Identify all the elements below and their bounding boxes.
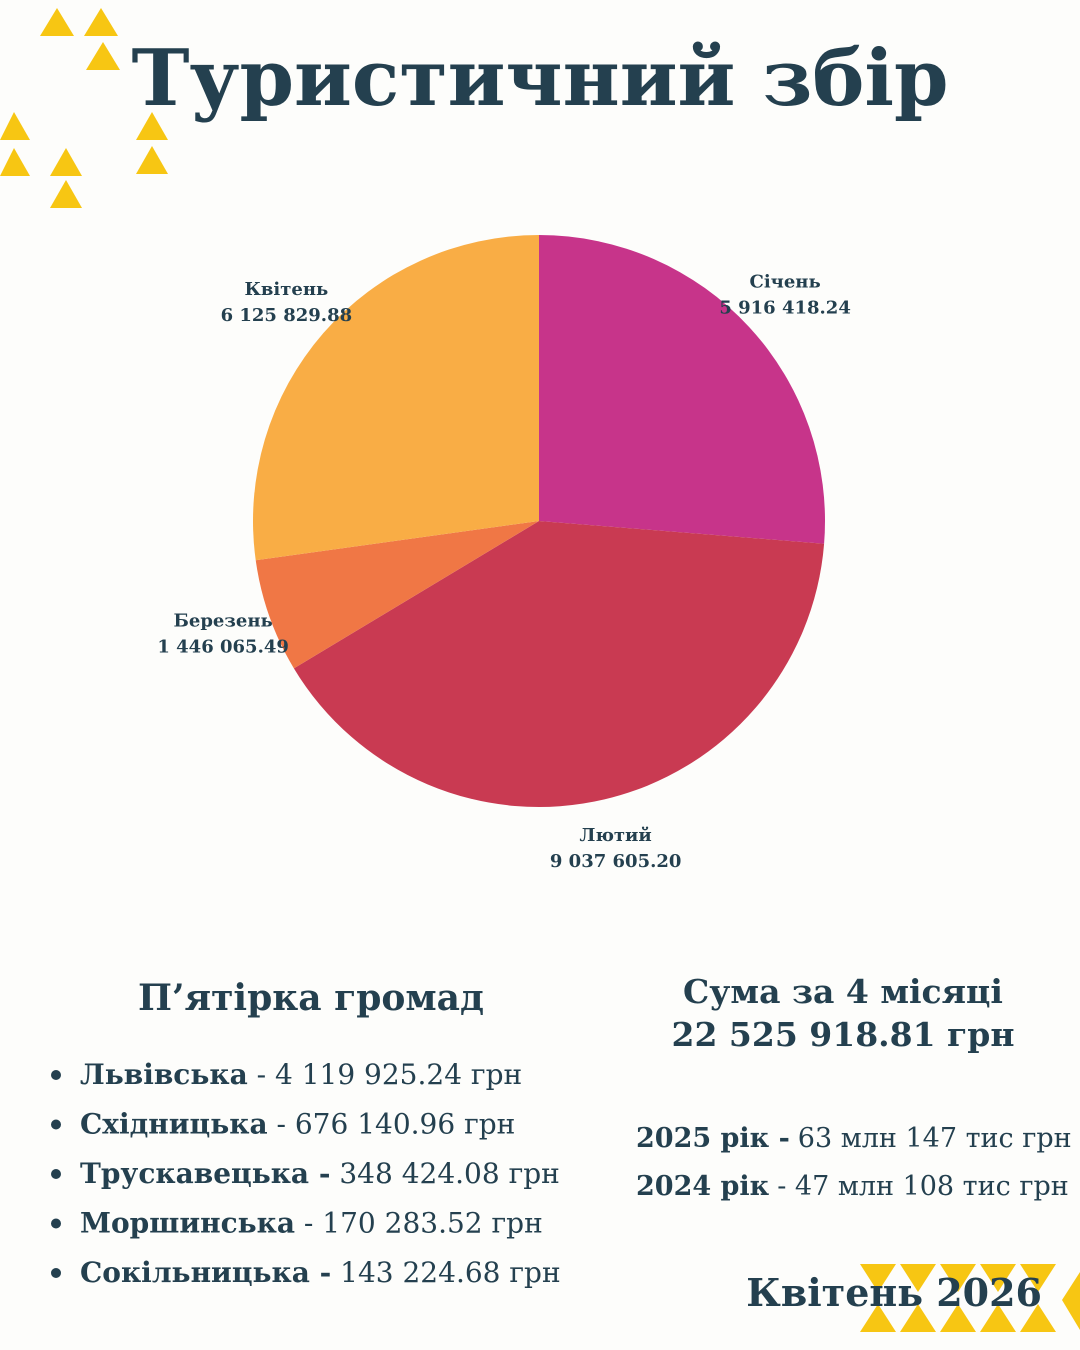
bullet [51,1070,61,1080]
bullet [51,1119,61,1130]
slice-label: Березень [174,611,273,632]
title: Туристичний збір [131,33,948,124]
decoration [0,8,1080,1332]
year-amount: - 47 млн 108 тис грн [777,1171,1069,1202]
pie-slice [255,521,539,669]
pie-chart: Січень 5 916 418.24 Лютий 9 037 605.20 Берез… [157,235,851,872]
year-amount: 63 млн 147 тис грн [798,1123,1072,1154]
list-item: Східницька - 676 140.96 грн [80,1108,515,1141]
pie-slice [539,235,825,544]
year-list: 2025 рік - 63 млн 147 тис грн 2024 рік - 47… [636,1123,1072,1202]
list-item: Моршинська - 170 283.52 грн [80,1207,543,1240]
pie-slice [293,521,825,807]
slice-value: 1 446 065.49 [157,637,289,658]
year-item: 2025 рік - 63 млн 147 тис грн [636,1123,1072,1154]
community-name: Львівська [80,1058,248,1091]
section-heading: П’ятірка громад [138,977,484,1019]
total-amount: 22 525 918.81 грн [671,1015,1014,1054]
list-item: Сокільницька - 143 224.68 грн [80,1256,561,1289]
year-label: 2024 рік [636,1171,770,1202]
bullet [51,1268,61,1278]
community-list: Львівська - 4 119 925.24 грн Східницька -… [51,1058,561,1289]
community-amount: 348 424.08 грн [330,1157,559,1190]
year-label: 2025 рік - [636,1123,790,1154]
bullet [51,1218,61,1229]
slice-label: Лютий [580,825,652,846]
list-item: Львівська - 4 119 925.24 грн [80,1058,522,1091]
slice-value: 5 916 418.24 [719,298,851,319]
bullet [51,1169,61,1179]
slice-value: 9 037 605.20 [550,851,682,872]
slice-label: Січень [750,272,821,293]
community-name: Східницька [80,1108,268,1141]
community-amount: - 676 140.96 грн [268,1108,516,1141]
slice-label: Квітень [245,279,329,300]
community-amount: - 4 119 925.24 грн [248,1058,522,1091]
year-item: 2024 рік - 47 млн 108 тис грн [636,1171,1069,1202]
community-name: Моршинська [80,1207,295,1240]
community-name: Трускавецька - [80,1157,330,1190]
community-amount: 143 224.68 грн [331,1256,560,1289]
pie-slice [252,235,539,561]
community-name: Сокільницька - [80,1256,331,1289]
list-item: Трускавецька - 348 424.08 грн [80,1157,560,1190]
slice-value: 6 125 829.88 [221,305,353,326]
footer-date: Квітень 2026 [746,1270,1042,1315]
community-amount: - 170 283.52 грн [295,1207,543,1240]
total-heading: Сума за 4 місяці [683,972,1003,1011]
